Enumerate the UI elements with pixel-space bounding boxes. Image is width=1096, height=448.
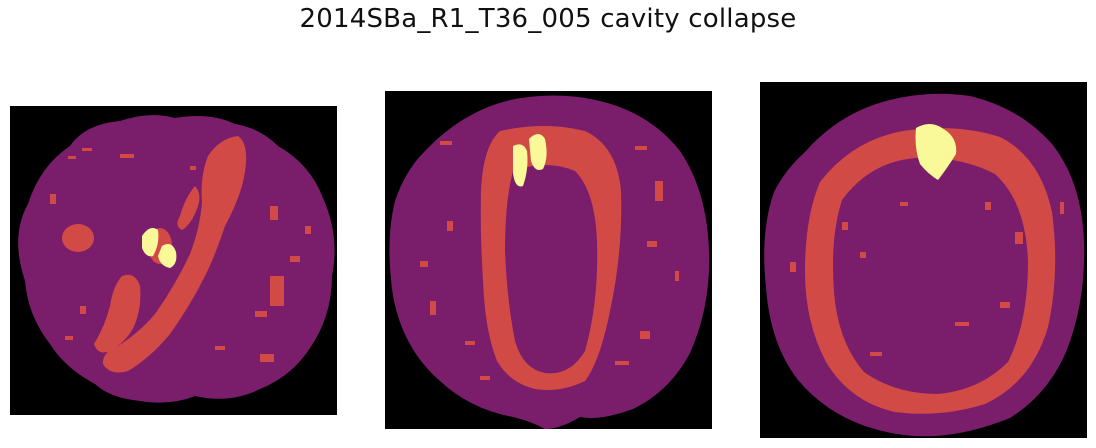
- cavity-region: [142, 228, 159, 257]
- seed-region: [18, 115, 335, 403]
- segmentation-image-1: [10, 106, 337, 415]
- tissue-branch: [177, 186, 200, 230]
- segmentation-image-2: [385, 91, 712, 429]
- figure-title: 2014SBa_R1_T36_005 cavity collapse: [299, 4, 797, 34]
- image-panel-3: [760, 82, 1087, 438]
- tissue-left-blob: [62, 224, 94, 252]
- cavity-region-2: [529, 134, 547, 170]
- tissue-speckles: [420, 141, 679, 380]
- tissue-band: [102, 136, 247, 373]
- cavity-region-2: [158, 244, 177, 268]
- tissue-lower-blob: [94, 274, 141, 353]
- tissue-speckles: [790, 202, 1064, 356]
- seed-region: [389, 95, 710, 429]
- segmentation-image-3: [760, 82, 1087, 438]
- tissue-ring: [480, 126, 622, 390]
- image-panel-2: [385, 91, 712, 429]
- tissue-speckles: [50, 148, 311, 362]
- image-panel-1: [10, 106, 337, 415]
- cavity-region: [513, 144, 528, 187]
- cavity-region: [915, 124, 957, 180]
